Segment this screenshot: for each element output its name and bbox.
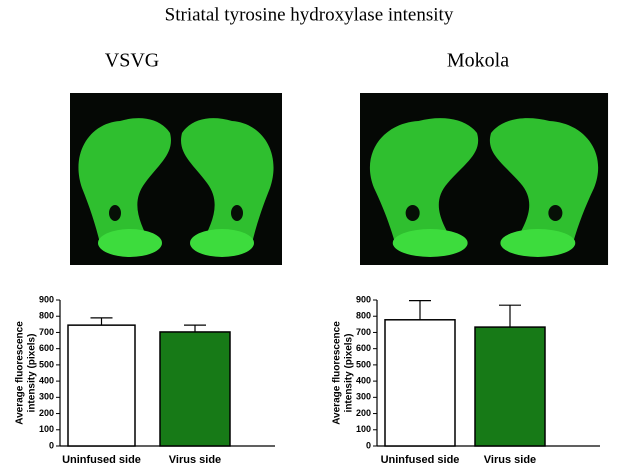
y-tick-label: 400	[39, 375, 54, 385]
y-tick-label: 500	[39, 359, 54, 369]
y-axis-label: Average fluorescence	[15, 321, 26, 425]
y-tick-label: 0	[49, 440, 54, 450]
y-tick-label: 800	[39, 311, 54, 321]
y-tick-label: 700	[356, 327, 371, 337]
panel-title: Mokola	[447, 50, 509, 72]
y-axis-label: Average fluorescence	[332, 321, 343, 425]
y-tick-label: 100	[39, 424, 54, 434]
y-axis-label: intensity (pixels)	[27, 334, 38, 413]
bar	[474, 326, 546, 447]
x-tick-label: Uninfused side	[381, 454, 460, 466]
y-tick-label: 900	[356, 294, 371, 304]
y-tick-label: 500	[356, 359, 371, 369]
micrograph	[360, 93, 609, 265]
y-tick-label: 600	[39, 343, 54, 353]
figure-title: Striatal tyrosine hydroxylase intensity	[165, 4, 454, 25]
y-tick-label: 100	[356, 424, 371, 434]
x-tick-label: Virus side	[169, 454, 221, 466]
y-tick-label: 0	[366, 440, 371, 450]
y-tick-label: 200	[39, 408, 54, 418]
x-tick-label: Virus side	[484, 454, 536, 466]
y-tick-label: 200	[356, 408, 371, 418]
micrograph	[70, 93, 282, 265]
bar	[384, 319, 456, 447]
y-tick-label: 300	[356, 392, 371, 402]
y-tick-label: 800	[356, 311, 371, 321]
panel-title: VSVG	[105, 50, 159, 72]
y-tick-label: 400	[356, 375, 371, 385]
y-tick-label: 600	[356, 343, 371, 353]
y-tick-label: 900	[39, 294, 54, 304]
bar	[159, 331, 231, 447]
x-tick-label: Uninfused side	[62, 454, 141, 466]
y-axis-label: intensity (pixels)	[344, 334, 355, 413]
y-tick-label: 300	[39, 392, 54, 402]
bar	[67, 324, 136, 447]
y-tick-label: 700	[39, 327, 54, 337]
